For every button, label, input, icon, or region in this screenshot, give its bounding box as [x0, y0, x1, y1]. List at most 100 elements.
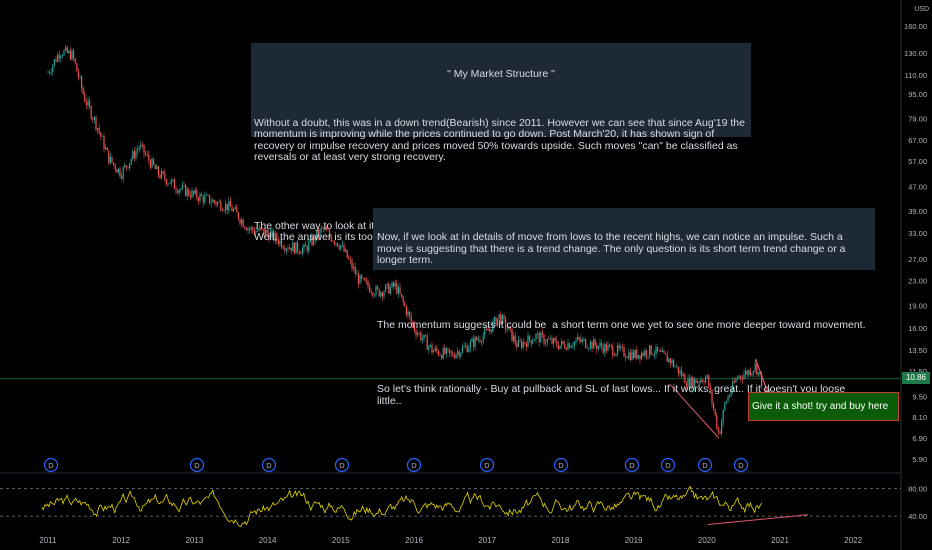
candle	[221, 207, 223, 212]
candle	[609, 343, 611, 349]
candle	[141, 141, 143, 149]
candle	[522, 338, 524, 350]
candle	[436, 344, 438, 354]
candle	[532, 336, 534, 345]
candle	[380, 291, 382, 299]
candle	[188, 187, 190, 197]
candle	[354, 262, 356, 278]
candle	[321, 225, 323, 233]
time-axis[interactable]: 2011 2012 2013 2014 2015 2016 2017 2018 2019 2020…	[39, 536, 862, 545]
candle	[156, 164, 158, 170]
candle	[236, 204, 238, 213]
candle	[116, 168, 118, 173]
y-tick-label: 19.00	[908, 301, 927, 310]
candle	[239, 218, 241, 226]
candle	[757, 371, 759, 378]
candle	[57, 52, 59, 63]
candle	[687, 374, 689, 387]
x-tick-label: 2022	[844, 536, 862, 545]
candle	[513, 332, 515, 345]
candle	[709, 382, 711, 395]
candle	[476, 335, 478, 342]
candle	[90, 104, 92, 121]
candle	[212, 197, 214, 203]
candle	[74, 57, 76, 65]
candle	[613, 352, 615, 357]
candle	[650, 345, 652, 356]
candle	[250, 225, 252, 233]
candle	[735, 376, 737, 383]
candle	[276, 231, 278, 244]
candle	[581, 336, 583, 345]
y-tick-label: 9.50	[912, 392, 927, 401]
candle	[52, 63, 54, 76]
candle	[133, 147, 135, 162]
candle	[497, 318, 499, 328]
candle	[708, 373, 710, 390]
candle	[165, 178, 167, 187]
y-tick-label: 47.00	[908, 182, 927, 191]
candle	[701, 378, 703, 383]
candle	[514, 331, 516, 347]
candle	[281, 238, 283, 250]
candle	[748, 369, 750, 378]
candle	[717, 425, 719, 436]
candle	[266, 227, 268, 236]
candle	[461, 344, 463, 354]
candle	[127, 166, 129, 169]
candle	[186, 186, 188, 201]
candle	[397, 284, 399, 298]
candle	[660, 347, 662, 353]
candle	[367, 278, 369, 290]
market-structure-note[interactable]: " My Market Structure " Without a doubt,…	[251, 43, 751, 243]
y-tick-label: 23.00	[908, 276, 927, 285]
candle	[645, 348, 647, 360]
candle	[252, 226, 254, 234]
candle	[725, 400, 727, 405]
candle	[503, 312, 505, 323]
candle	[282, 245, 284, 250]
candle	[588, 347, 590, 352]
candle	[330, 234, 332, 243]
candle	[541, 328, 543, 339]
candle	[455, 353, 457, 360]
candle	[113, 162, 115, 167]
candle	[399, 283, 401, 295]
price-axis[interactable]: 160.00 130.00 110.00 95.00 79.00 67.00 57.00 47…	[904, 22, 927, 464]
candle	[607, 340, 609, 352]
candle	[465, 341, 467, 350]
trade-callout[interactable]: Give it a shot! try and buy here	[748, 392, 899, 421]
candle	[183, 181, 185, 187]
candle	[618, 342, 620, 351]
candle	[329, 228, 331, 238]
candle	[284, 244, 286, 254]
candle	[754, 359, 756, 374]
candle	[477, 335, 479, 343]
candle	[714, 408, 716, 417]
candle	[55, 56, 57, 63]
candle	[209, 194, 211, 205]
candle	[383, 289, 385, 300]
candle	[349, 255, 351, 265]
dividend-marker-label: D	[48, 461, 54, 470]
candle	[194, 187, 196, 196]
candle	[586, 343, 588, 349]
candle	[369, 283, 371, 293]
candle	[189, 191, 191, 201]
candle	[308, 238, 310, 255]
axis-unit-label: USD	[914, 6, 929, 13]
candle	[553, 337, 555, 349]
candle	[197, 196, 199, 205]
candle	[540, 330, 542, 343]
candle	[293, 241, 295, 255]
candle	[297, 239, 299, 255]
last-price-tag: 10.86	[902, 372, 930, 384]
candle	[260, 227, 262, 231]
candle	[493, 316, 495, 326]
candle	[49, 70, 51, 76]
candle	[693, 377, 695, 392]
candle	[623, 344, 625, 358]
candle	[309, 233, 311, 243]
impulse-note[interactable]: Now, if we look at in details of move fr…	[373, 208, 875, 406]
